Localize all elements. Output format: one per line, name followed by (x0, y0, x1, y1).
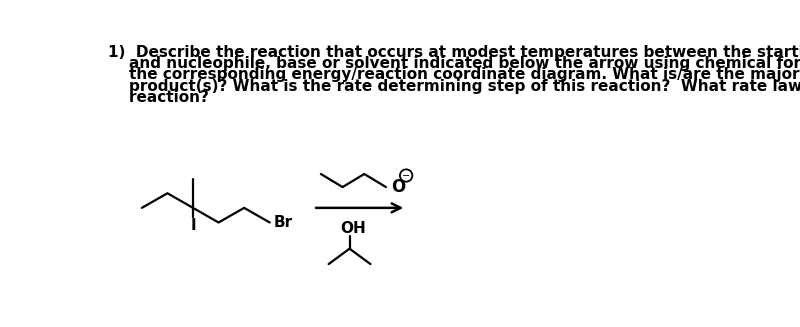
Text: product(s)? What is the rate determining step of this reaction?  What rate law f: product(s)? What is the rate determining… (108, 79, 800, 94)
Text: −: − (402, 170, 410, 181)
Text: OH: OH (340, 221, 366, 235)
Text: the corresponding energy/reaction coordinate diagram. What is/are the major reac: the corresponding energy/reaction coordi… (108, 67, 800, 82)
Text: Br: Br (274, 215, 293, 230)
Text: 1)  Describe the reaction that occurs at modest temperatures between the startin: 1) Describe the reaction that occurs at … (108, 44, 800, 60)
Text: O: O (390, 178, 405, 196)
Text: and nucleophile, base or solvent indicated below the arrow using chemical formul: and nucleophile, base or solvent indicat… (108, 56, 800, 71)
Text: reaction?: reaction? (108, 90, 209, 105)
Text: I: I (190, 218, 196, 233)
